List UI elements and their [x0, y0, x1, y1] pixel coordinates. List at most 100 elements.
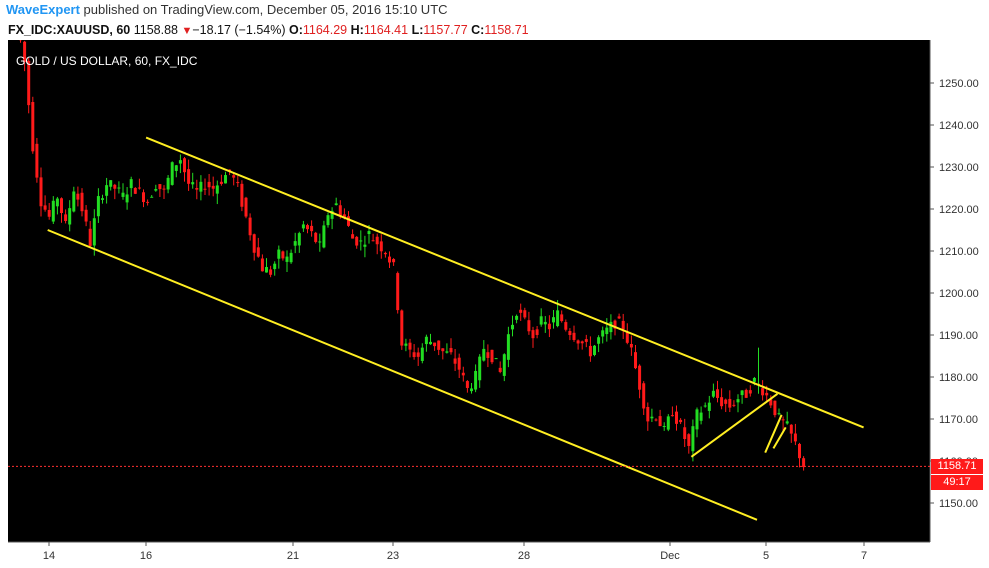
x-axis-ticks: 14 16 21 23 28 Dec 5 7: [43, 542, 867, 562]
candle-body: [560, 314, 564, 322]
candle-body: [31, 102, 35, 152]
author-link[interactable]: WaveExpert: [6, 2, 80, 17]
candle-body: [240, 183, 244, 207]
candle-body: [490, 349, 494, 363]
candle-body: [650, 416, 654, 419]
candle-body: [195, 188, 199, 190]
price-change: −18.17 (−1.54%): [192, 23, 286, 37]
candle-body: [203, 188, 207, 190]
candle-body: [412, 352, 416, 358]
candle-body: [224, 175, 227, 184]
candle-body: [297, 233, 301, 246]
y-tick-label: 1240.00: [939, 120, 979, 132]
candle-body: [699, 412, 703, 421]
candle-body: [166, 177, 170, 190]
candle-body: [416, 352, 420, 357]
candle-body: [773, 400, 777, 416]
candle-body: [437, 340, 441, 350]
candle-body: [429, 341, 432, 345]
candle-body: [572, 332, 576, 340]
candle-body: [105, 185, 109, 196]
candle-body: [244, 197, 248, 217]
candle-body: [396, 273, 400, 311]
candle-body: [211, 185, 215, 189]
candle-body: [113, 184, 117, 189]
candle-body: [64, 214, 68, 221]
candle-body: [84, 209, 88, 222]
price-chart[interactable]: 1150.001160.001170.001180.001190.001200.…: [0, 40, 989, 568]
symbol-label[interactable]: FX_IDC:XAUUSD, 60: [8, 23, 131, 37]
candle-body: [424, 336, 428, 345]
candle-body: [183, 158, 186, 173]
candle-body: [683, 427, 687, 439]
candle-body: [621, 320, 625, 330]
candle-body: [588, 345, 592, 357]
candle-body: [219, 181, 223, 184]
candle-body: [646, 406, 650, 422]
candle-body: [330, 210, 334, 219]
candle-body: [142, 192, 145, 203]
low-label: L:: [411, 23, 424, 37]
candle-body: [564, 322, 568, 330]
candle-body: [322, 225, 326, 248]
candle-body: [68, 208, 72, 225]
candle-body: [539, 316, 543, 325]
candle-body: [404, 343, 408, 346]
candle-body: [371, 240, 375, 242]
candle-body: [174, 165, 178, 171]
candle-body: [543, 321, 547, 325]
time-axis[interactable]: [0, 542, 989, 568]
candle-body: [121, 192, 125, 197]
candle-body: [720, 397, 724, 407]
y-tick-label: 1180.00: [939, 372, 978, 384]
candle-body: [363, 244, 367, 247]
candle-body: [527, 320, 531, 332]
candle-body: [638, 365, 642, 390]
candle-body: [281, 251, 285, 259]
current-price-label: 1158.71: [931, 458, 983, 474]
candle-body: [474, 370, 478, 390]
candle-body: [584, 339, 588, 342]
candle-body: [457, 357, 461, 370]
candle-body: [523, 310, 527, 318]
candle-body: [670, 415, 674, 417]
candle-body: [580, 341, 584, 344]
candle-body: [556, 310, 560, 327]
candle-body: [765, 392, 769, 396]
candle-body: [552, 317, 555, 323]
candle-body: [609, 321, 613, 333]
candle-body: [137, 187, 141, 189]
candle-body: [187, 169, 191, 184]
candle-body: [207, 181, 211, 188]
candle-body: [310, 225, 314, 232]
candle-body: [236, 182, 240, 184]
candle-body: [133, 187, 137, 194]
candle-body: [732, 404, 736, 406]
candle-body: [666, 416, 670, 430]
y-tick-label: 1230.00: [939, 162, 979, 174]
y-tick-label: 1220.00: [939, 204, 979, 216]
y-tick-label: 1170.00: [939, 414, 978, 426]
candle-body: [76, 193, 80, 200]
candle-body: [748, 390, 752, 394]
candle-body: [88, 228, 92, 246]
candle-body: [634, 352, 637, 369]
candle-body: [367, 231, 371, 235]
plot-area[interactable]: [8, 40, 930, 542]
candle-body: [568, 331, 572, 335]
candle-body: [146, 201, 150, 203]
candle-body: [154, 189, 158, 191]
candle-body: [601, 330, 605, 337]
candle-body: [334, 203, 338, 206]
candle-body: [449, 348, 453, 353]
candle-body: [338, 205, 342, 216]
candle-body: [613, 320, 617, 329]
chart-title: GOLD / US DOLLAR, 60, FX_IDC: [16, 54, 198, 68]
trendline: [772, 426, 787, 449]
candle-body: [679, 419, 683, 423]
candle-body: [703, 405, 707, 407]
candle-body: [662, 425, 666, 427]
candle-body: [752, 377, 756, 382]
candle-body: [740, 390, 744, 396]
candle-body: [461, 372, 465, 376]
